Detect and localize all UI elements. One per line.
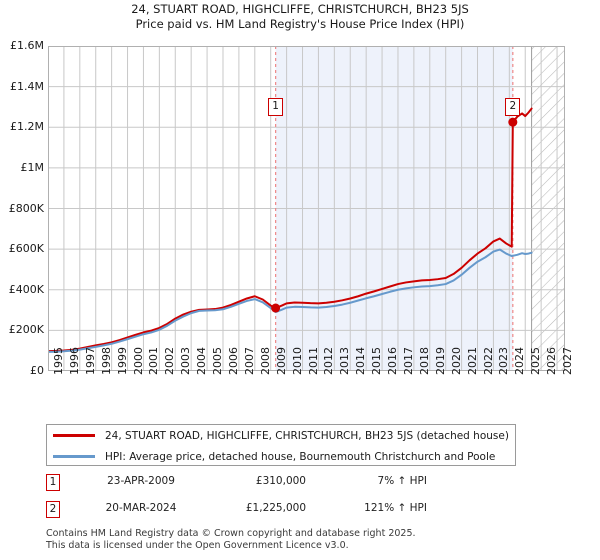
- table-row: 2 20-MAR-2024 £1,225,000 121% ↑ HPI: [46, 499, 516, 526]
- sale-price-1: £310,000: [255, 475, 306, 487]
- chart-gridlines: [48, 46, 565, 371]
- y-axis-tick-label: £1.6M: [10, 39, 44, 52]
- x-axis-tick-label: 2000: [131, 347, 145, 375]
- y-axis-tick-label: £1.2M: [10, 120, 44, 134]
- x-axis-tick-label: 2022: [481, 347, 495, 375]
- sale-date-2: 20-MAR-2024: [105, 502, 177, 514]
- chart-legend: 24, STUART ROAD, HIGHCLIFFE, CHRISTCHURC…: [46, 424, 516, 466]
- title-line-1: 24, STUART ROAD, HIGHCLIFFE, CHRISTCHURC…: [131, 2, 469, 16]
- legend-swatch-hpi: [53, 455, 95, 458]
- x-axis-tick-label: 2017: [401, 347, 415, 375]
- x-axis-tick-label: 1997: [83, 347, 97, 375]
- sale-index-badge-2: 2: [46, 501, 60, 518]
- x-axis-tick-label: 1999: [115, 347, 129, 375]
- x-axis-tick-label: 2012: [322, 347, 336, 375]
- y-axis-tick-label: £1.4M: [10, 79, 44, 93]
- x-axis-tick-label: 1996: [67, 347, 81, 375]
- x-axis-tick-label: 2003: [179, 347, 193, 375]
- legend-swatch-price-paid: [53, 434, 95, 437]
- x-axis-tick-label: 1998: [99, 347, 113, 375]
- x-axis-tick-label: 2001: [147, 347, 161, 375]
- y-axis-tick-label: £400K: [8, 282, 44, 296]
- footer-line-2: This data is licensed under the Open Gov…: [46, 539, 349, 551]
- x-axis-tick-label: 2019: [433, 347, 447, 375]
- sale-hpi-delta-2: 121% ↑ HPI: [364, 502, 427, 514]
- x-axis-tick-label: 2010: [290, 347, 304, 375]
- x-axis-tick-label: 2011: [306, 347, 320, 375]
- sale-annotation-box-1: 1: [268, 98, 284, 116]
- sale-point-markers: [271, 117, 518, 313]
- y-axis-tick-label: £200K: [8, 323, 44, 337]
- chart-series-lines: [48, 107, 533, 353]
- x-axis-tick-label: 2021: [465, 347, 479, 375]
- table-row: 1 23-APR-2009 £310,000 7% ↑ HPI: [46, 472, 516, 499]
- x-axis-tick-label: 2015: [370, 347, 384, 375]
- x-axis-tick-label: 2027: [561, 347, 575, 375]
- legend-label-price-paid: 24, STUART ROAD, HIGHCLIFFE, CHRISTCHURC…: [105, 429, 509, 442]
- x-axis-tick-label: 2025: [529, 347, 543, 375]
- chart-canvas: [48, 46, 565, 371]
- sale-annotation-box-2: 2: [505, 98, 521, 116]
- x-axis-tick-label: 2002: [163, 347, 177, 375]
- x-axis-tick-label: 2020: [449, 347, 463, 375]
- x-axis-tick-label: 2004: [195, 347, 209, 375]
- x-axis-tick-label: 2009: [274, 347, 288, 375]
- title-line-2: Price paid vs. HM Land Registry's House …: [135, 17, 465, 31]
- x-axis-tick-label: 2024: [513, 347, 527, 375]
- sales-history-table: 1 23-APR-2009 £310,000 7% ↑ HPI 2 20-MAR…: [46, 472, 516, 526]
- x-axis-tick-label: 2005: [211, 347, 225, 375]
- x-axis-tick-label: 1995: [52, 347, 65, 375]
- chart-title: 24, STUART ROAD, HIGHCLIFFE, CHRISTCHURC…: [0, 2, 600, 32]
- x-axis-tick-label: 2018: [417, 347, 431, 375]
- x-axis-tick-label: 2007: [242, 347, 256, 375]
- legend-item-hpi: HPI: Average price, detached house, Bour…: [47, 446, 515, 467]
- sale-index-badge-1: 1: [46, 474, 60, 491]
- y-axis-tick-label: £800K: [8, 201, 44, 215]
- attribution-footer: Contains HM Land Registry data © Crown c…: [46, 528, 586, 551]
- y-axis-tick-label: £1M: [20, 160, 45, 174]
- footer-line-1: Contains HM Land Registry data © Crown c…: [46, 528, 416, 539]
- y-axis-tick-label: £0: [30, 364, 44, 377]
- x-axis-tick-label: 2013: [338, 347, 352, 375]
- x-axis-tick-label: 2014: [354, 347, 368, 375]
- x-axis-tick-label: 2023: [497, 347, 511, 375]
- y-axis-tick-label: £600K: [8, 242, 44, 256]
- x-axis-tick-label: 2006: [226, 347, 240, 375]
- sale-date-1: 23-APR-2009: [107, 475, 175, 487]
- x-axis-tick-label: 2026: [545, 347, 559, 375]
- x-axis-tick-label: 2016: [386, 347, 400, 375]
- legend-label-hpi: HPI: Average price, detached house, Bour…: [105, 450, 496, 463]
- price-history-chart: £0 £200K £400K £600K £800K £1M £1.2M £1.4M £1.6M…: [9, 39, 574, 377]
- plot-frame: [48, 46, 565, 371]
- legend-item-price-paid: 24, STUART ROAD, HIGHCLIFFE, CHRISTCHURC…: [47, 425, 515, 446]
- sale-price-2: £1,225,000: [245, 502, 306, 514]
- sale-hpi-delta-1: 7% ↑ HPI: [377, 475, 427, 487]
- x-axis-tick-label: 2008: [258, 347, 272, 375]
